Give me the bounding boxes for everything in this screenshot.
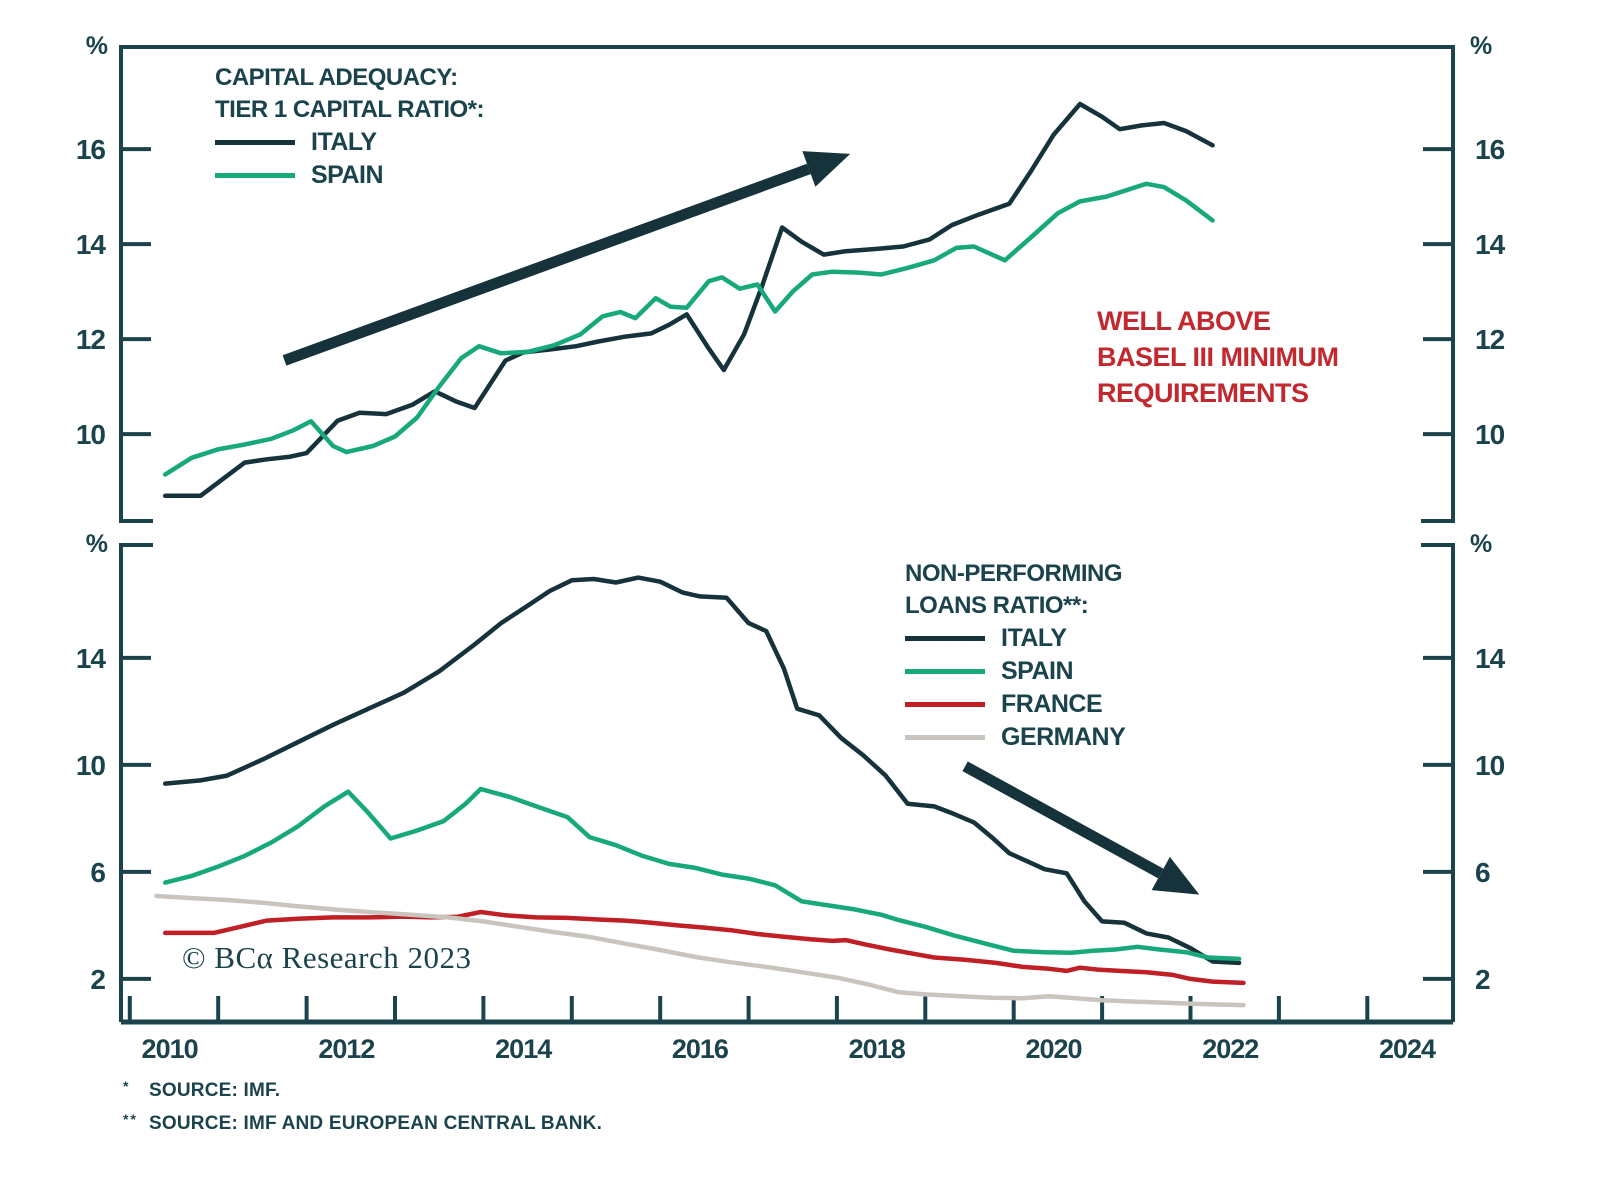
trend-arrow-shaft bbox=[282, 163, 811, 366]
panel-frame bbox=[119, 543, 1455, 1022]
footnote-line: * SOURCE: IMF. bbox=[123, 1072, 602, 1105]
trend-arrow-head bbox=[802, 151, 851, 187]
y-axis-label: 6 bbox=[1475, 857, 1490, 888]
y-axis-label: 10 bbox=[76, 750, 106, 781]
y-axis-label: 10 bbox=[76, 419, 106, 450]
annotation-line: WELL ABOVE bbox=[1097, 306, 1271, 336]
data-line-spain bbox=[162, 181, 1215, 477]
legend-title: CAPITAL ADEQUACY: bbox=[215, 64, 458, 91]
line-swatch-spain bbox=[905, 669, 985, 674]
footnote-text: SOURCE: IMF. bbox=[149, 1080, 281, 1101]
legend-tier1-capital-ratio: CAPITAL ADEQUACY: TIER 1 CAPITAL RATIO*:… bbox=[215, 62, 485, 192]
y-axis-label: 10 bbox=[1475, 750, 1505, 781]
y-axis-label: 14 bbox=[1475, 643, 1506, 674]
line-swatch-spain bbox=[215, 173, 295, 178]
y-axis-label: 16 bbox=[1475, 134, 1505, 165]
legend-label: SPAIN bbox=[1001, 657, 1074, 685]
legend-title: TIER 1 CAPITAL RATIO*: bbox=[215, 96, 485, 123]
x-axis-label: 2020 bbox=[1025, 1034, 1081, 1064]
x-axis-label: 2010 bbox=[142, 1034, 198, 1064]
top-panel-unit-left: % bbox=[86, 32, 108, 60]
y-axis-label: 2 bbox=[1475, 964, 1490, 995]
legend-label: FRANCE bbox=[1001, 690, 1103, 718]
y-axis-label: 14 bbox=[76, 643, 107, 674]
y-axis-label: 14 bbox=[76, 229, 107, 260]
x-axis-label: 2016 bbox=[672, 1034, 729, 1064]
footnote-text: SOURCE: IMF AND EUROPEAN CENTRAL BANK. bbox=[149, 1113, 603, 1134]
trend-arrow-shaft bbox=[962, 761, 1164, 879]
y-axis-label: 12 bbox=[1475, 324, 1505, 355]
data-line-italy bbox=[162, 575, 1242, 966]
line-swatch-france bbox=[905, 702, 985, 707]
annotation-callout: WELL ABOVE BASEL III MINIMUM REQUIREMENT… bbox=[1097, 303, 1339, 411]
data-line-italy bbox=[162, 101, 1215, 499]
annotation-line: BASEL III MINIMUM bbox=[1097, 342, 1339, 372]
y-axis-label: 14 bbox=[1475, 229, 1506, 260]
data-line-spain bbox=[162, 786, 1242, 962]
legend-item-spain: SPAIN bbox=[215, 159, 484, 192]
legend-item-italy: ITALY bbox=[905, 622, 1125, 655]
copyright-notice: © BCα Research 2023 bbox=[182, 940, 472, 975]
y-axis-label: 10 bbox=[1475, 419, 1505, 450]
x-axis-label: 2022 bbox=[1202, 1034, 1258, 1064]
panel-frame bbox=[119, 45, 1455, 523]
legend-npl-ratio: NON-PERFORMING LOANS RATIO**: ITALY SPAI… bbox=[905, 558, 1126, 754]
trend-arrow-head bbox=[1151, 856, 1200, 895]
data-line-germany bbox=[154, 893, 1246, 1008]
legend-label: GERMANY bbox=[1001, 723, 1126, 751]
source-footnotes: * SOURCE: IMF. ** SOURCE: IMF AND EUROPEAN… bbox=[123, 1072, 602, 1138]
footnote-marker: * bbox=[123, 1078, 131, 1094]
x-axis-label: 2014 bbox=[495, 1034, 552, 1064]
legend-label: ITALY bbox=[1001, 624, 1067, 652]
y-axis-label: 12 bbox=[76, 324, 106, 355]
legend-title: NON-PERFORMING bbox=[905, 560, 1123, 587]
footnote-line: ** SOURCE: IMF AND EUROPEAN CENTRAL BANK. bbox=[123, 1105, 602, 1138]
line-swatch-italy bbox=[905, 636, 985, 641]
x-axis-label: 2012 bbox=[318, 1034, 374, 1064]
annotation-line: REQUIREMENTS bbox=[1097, 378, 1309, 408]
line-swatch-italy bbox=[215, 140, 295, 145]
legend-label: SPAIN bbox=[311, 161, 384, 189]
bottom-panel-unit-right: % bbox=[1470, 530, 1492, 558]
x-axis-label: 2024 bbox=[1379, 1034, 1436, 1064]
panel-top: 16 16 14 14 12 12 10 10 bbox=[76, 45, 1507, 523]
footnote-marker: ** bbox=[123, 1111, 138, 1127]
y-axis-label: 16 bbox=[76, 134, 106, 165]
legend-label: ITALY bbox=[311, 128, 377, 156]
legend-title: LOANS RATIO**: bbox=[905, 592, 1089, 619]
bottom-panel-unit-left: % bbox=[86, 530, 108, 558]
panel-bottom: 14 14 10 10 6 6 2 2 2010 2012 2014 2016 2018 2020 2022… bbox=[76, 543, 1507, 1064]
legend-item-france: FRANCE bbox=[905, 688, 1125, 721]
line-swatch-germany bbox=[905, 735, 985, 740]
legend-item-spain: SPAIN bbox=[905, 655, 1125, 688]
data-line-france bbox=[162, 909, 1246, 986]
x-axis-label: 2018 bbox=[849, 1034, 906, 1064]
legend-item-italy: ITALY bbox=[215, 126, 484, 159]
legend-item-germany: GERMANY bbox=[905, 721, 1126, 754]
y-axis-label: 6 bbox=[90, 857, 105, 888]
y-axis-label: 2 bbox=[90, 964, 105, 995]
top-panel-unit-right: % bbox=[1470, 32, 1492, 60]
